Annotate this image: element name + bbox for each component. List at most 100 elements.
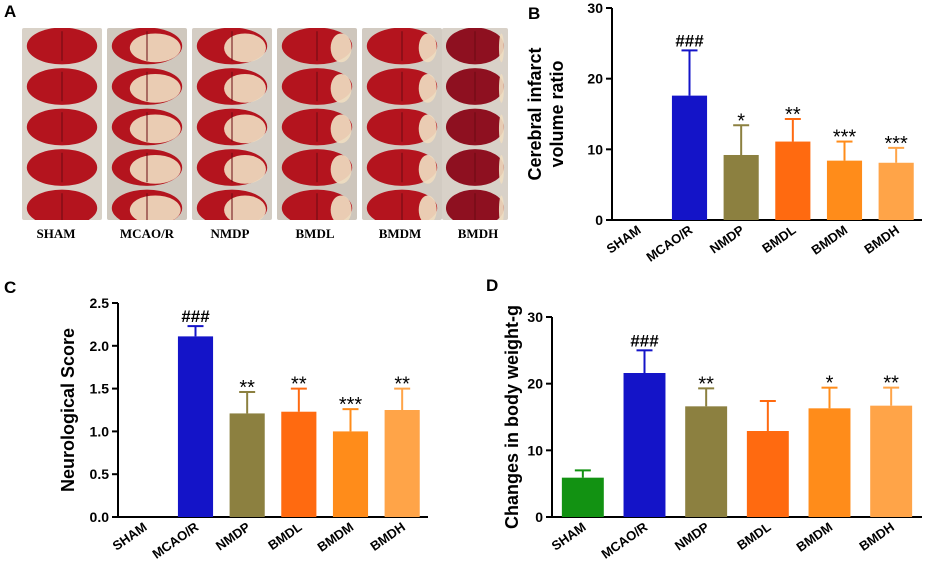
- chart-b-infarct-volume: 0 10 20 30 Cerebral infarct volume ratio SHAM #…: [525, 0, 922, 265]
- brain-photo-sham: [22, 28, 102, 220]
- brain-slice: [445, 189, 505, 220]
- y-axis-label: Changes in body weight-g: [502, 305, 522, 529]
- photo-label-bmdl: BMDL: [295, 226, 335, 241]
- bar-bmdm: [808, 408, 851, 517]
- x-tick-label: BMDH: [861, 222, 902, 257]
- y-tick-label: 20: [527, 376, 543, 392]
- x-tick-label: SHAM: [549, 519, 589, 553]
- x-tick-label: BMDL: [265, 519, 304, 553]
- bar-mcaor: [177, 336, 214, 517]
- photo-label-bmdm: BMDM: [378, 226, 422, 241]
- panel-label-a: A: [4, 2, 17, 21]
- x-tick-label: SHAM: [110, 519, 150, 553]
- brain-slice: [281, 108, 353, 146]
- x-tick-label: NMDP: [707, 222, 747, 256]
- brain-slice: [281, 28, 353, 65]
- panel-label-d: D: [486, 276, 499, 295]
- brain-photo-bmdm: [362, 28, 442, 220]
- significance-label: **: [883, 373, 899, 395]
- significance-label: ***: [833, 127, 857, 149]
- y-tick-label: 30: [527, 309, 543, 325]
- brain-slice: [366, 149, 438, 186]
- y-axis-label: Cerebral infarct: [525, 47, 545, 180]
- brain-slice: [111, 149, 183, 186]
- significance-label: ***: [339, 394, 363, 416]
- bar-bmdh: [878, 162, 914, 220]
- brain-photo-bmdl: [277, 28, 357, 220]
- y-tick-label: 2.0: [90, 338, 110, 354]
- brain-slices-drawing: [442, 28, 508, 220]
- y-axis-label: volume ratio: [547, 60, 567, 167]
- photo-label-nmdp: NMDP: [210, 226, 250, 241]
- bar-bmdm: [826, 160, 863, 220]
- significance-label: ###: [630, 331, 659, 350]
- panel-label-b: B: [528, 4, 541, 23]
- bar-bmdl: [281, 411, 317, 517]
- significance-label: **: [394, 374, 410, 396]
- photo-label-bmdh: BMDH: [457, 226, 499, 241]
- brain-slice: [26, 28, 98, 65]
- y-axis-label: Neurological Score: [58, 328, 78, 492]
- y-tick-label: 0: [595, 212, 603, 228]
- x-tick-label: BMDM: [314, 519, 356, 554]
- brain-slice: [281, 189, 353, 220]
- y-tick-label: 2.5: [90, 295, 110, 311]
- brain-slice: [366, 108, 438, 146]
- brain-slice: [281, 68, 353, 105]
- brain-slice: [196, 28, 268, 65]
- brain-slices-drawing: [107, 28, 187, 220]
- brain-slice: [26, 68, 98, 105]
- bar-nmdp: [685, 406, 728, 517]
- y-tick-label: 1.0: [90, 423, 110, 439]
- brain-slice: [196, 149, 268, 186]
- brain-slice: [111, 189, 183, 220]
- bar-bmdh: [384, 410, 420, 517]
- brain-slice: [445, 68, 505, 105]
- y-tick-label: 10: [527, 442, 543, 458]
- brain-slice: [366, 189, 438, 220]
- x-tick-label: NMDP: [213, 519, 253, 553]
- brain-slice-photos: SHAM MCAO/R NMDP BMDL BMDM BMDH: [22, 28, 508, 258]
- x-tick-label: MCAO/R: [598, 519, 650, 562]
- brain-slice: [196, 189, 268, 220]
- significance-label: **: [291, 374, 307, 396]
- brain-slice: [445, 108, 505, 146]
- x-tick-label: BMDL: [734, 519, 773, 553]
- chart-d-body-weight: 0 10 20 30 Changes in body weight-g SHAM ### MC…: [502, 305, 922, 562]
- x-tick-label: BMDM: [808, 222, 850, 257]
- y-tick-label: 10: [587, 141, 603, 157]
- x-tick-label: BMDH: [856, 519, 897, 554]
- brain-slice: [26, 189, 98, 220]
- bar-nmdp: [723, 154, 759, 220]
- brain-slice: [445, 149, 505, 186]
- brain-slice: [366, 28, 438, 65]
- brain-photo-nmdp: [192, 28, 272, 220]
- y-tick-label: 0.0: [90, 509, 110, 525]
- y-tick-label: 0.5: [90, 466, 110, 482]
- brain-slice: [366, 68, 438, 105]
- x-tick-label: BMDM: [793, 519, 835, 554]
- significance-label: ###: [675, 31, 704, 50]
- brain-slice: [26, 108, 98, 146]
- photo-label-sham: SHAM: [36, 226, 76, 241]
- y-tick-label: 30: [587, 0, 603, 16]
- bar-sham: [561, 477, 604, 517]
- brain-slices-drawing: [362, 28, 442, 220]
- brain-slices-drawing: [22, 28, 102, 220]
- brain-slice: [196, 68, 268, 105]
- significance-label: ###: [181, 307, 210, 326]
- bar-mcaor: [623, 373, 666, 517]
- bar-bmdh: [870, 405, 913, 517]
- brain-slices-drawing: [192, 28, 272, 220]
- brain-slices-drawing: [277, 28, 357, 220]
- bar-nmdp: [229, 413, 265, 517]
- x-tick-label: NMDP: [672, 519, 712, 553]
- bar-mcaor: [671, 95, 708, 220]
- brain-slice: [281, 149, 353, 186]
- brain-slice: [26, 149, 98, 186]
- x-tick-label: BMDL: [759, 222, 798, 256]
- x-tick-label: MCAO/R: [149, 519, 201, 562]
- panel-label-c: C: [4, 278, 17, 297]
- brain-slice: [111, 68, 183, 105]
- x-tick-label: BMDH: [367, 519, 408, 554]
